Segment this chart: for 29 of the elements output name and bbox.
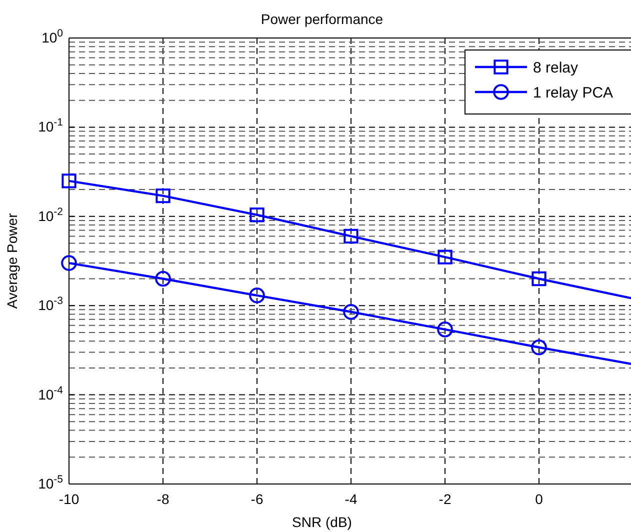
y-tick-label: 10$^{-5}$ bbox=[38, 473, 64, 492]
point bbox=[155, 270, 171, 287]
y-tick-label: 10$^{-4}$ bbox=[38, 384, 64, 402]
point bbox=[250, 208, 264, 222]
point bbox=[343, 304, 359, 320]
x-tick-label: -6 bbox=[250, 490, 264, 507]
x-axis-title: SNR (dB) bbox=[292, 514, 352, 530]
point bbox=[62, 174, 76, 188]
chart-title: Power performance bbox=[260, 11, 384, 27]
point bbox=[438, 250, 452, 264]
point bbox=[532, 271, 546, 286]
point bbox=[249, 288, 265, 304]
point bbox=[531, 339, 547, 356]
x-tick-label: 0 bbox=[535, 490, 544, 507]
y-tick-label: 10$^{-1}$ bbox=[38, 116, 64, 135]
point bbox=[437, 322, 453, 338]
x-tick-label: -8 bbox=[156, 490, 170, 507]
x-tick-label: -4 bbox=[344, 490, 358, 507]
y-axis-title: Average Power bbox=[4, 212, 20, 309]
legend-label: 8 relay bbox=[533, 59, 579, 76]
point bbox=[61, 255, 77, 271]
point bbox=[344, 228, 358, 244]
y-tick-label: 10$^{-2}$ bbox=[38, 206, 64, 224]
y-tick-label: 10$^{0}$ bbox=[42, 27, 64, 46]
x-tick-label: -10 bbox=[58, 490, 80, 507]
x-tick-label: -2 bbox=[438, 490, 452, 507]
point bbox=[156, 188, 170, 204]
legend-label: 1 relay PCA bbox=[533, 84, 614, 102]
y-tick-label: 10$^{-3}$ bbox=[38, 295, 64, 314]
